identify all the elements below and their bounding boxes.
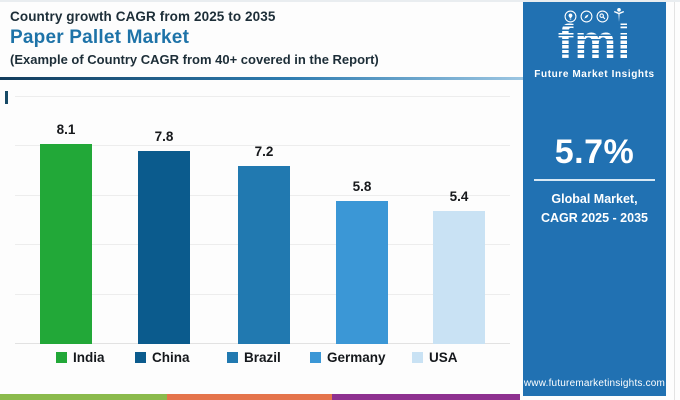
fmi-wordmark: fmi <box>557 17 632 67</box>
legend-swatch <box>412 352 423 363</box>
legend-label: India <box>73 350 105 365</box>
header-divider <box>0 77 523 80</box>
website-url: www.futuremarketinsights.com <box>523 378 666 389</box>
magnifier-icon <box>596 10 609 23</box>
page-title: Paper Pallet Market <box>10 27 190 48</box>
compass-icon <box>580 10 593 23</box>
stat-caption-line1: Global Market, <box>551 192 638 206</box>
stripe-segment-3 <box>332 394 520 400</box>
legend-item-china: China <box>135 350 190 365</box>
bar-germany <box>336 200 388 344</box>
fmi-tagline: Future Market Insights <box>534 69 655 81</box>
fmi-logo-stripes <box>557 17 632 67</box>
global-cagr-stat: 5.7% <box>554 133 635 171</box>
stat-caption: Global Market, CAGR 2025 - 2035 <box>523 190 666 229</box>
legend-label: Brazil <box>244 350 281 365</box>
chart-header: Country growth CAGR from 2025 to 2035 Pa… <box>10 9 515 67</box>
logo-icon-row <box>523 7 666 23</box>
axis-tick-decoration <box>5 91 8 104</box>
legend-item-brazil: Brazil <box>227 350 281 365</box>
legend-label: Germany <box>327 350 386 365</box>
legend-item-germany: Germany <box>310 350 386 365</box>
chart-legend: India China Brazil Germany USA <box>15 350 510 368</box>
legend-swatch <box>56 352 67 363</box>
chart-kicker: Country growth CAGR from 2025 to 2035 <box>10 9 276 24</box>
bar-usa <box>433 210 485 344</box>
bar-plot: 8.1 7.8 7.2 5.8 5.4 <box>15 96 510 344</box>
bar-india <box>40 143 92 344</box>
lightbulb-icon <box>564 10 577 23</box>
legend-swatch <box>135 352 146 363</box>
legend-label: China <box>152 350 190 365</box>
bar-value-germany: 5.8 <box>352 178 372 194</box>
gridline-10 <box>15 96 510 97</box>
page-edge-line <box>674 2 675 400</box>
legend-item-usa: USA <box>412 350 458 365</box>
bar-value-china: 7.8 <box>154 129 174 145</box>
stat-caption-line2: CAGR 2025 - 2035 <box>540 211 648 226</box>
legend-swatch <box>310 352 321 363</box>
stat-divider <box>534 179 655 181</box>
bar-brazil <box>238 166 290 344</box>
stripe-segment-2 <box>167 394 332 400</box>
chart-subtitle: (Example of Country CAGR from 40+ covere… <box>10 52 379 67</box>
brand-sidebar: fmi Future Market Insights 5.7% Global M… <box>523 2 666 396</box>
fmi-logo: fmi Future Market Insights <box>523 7 666 80</box>
legend-swatch <box>227 352 238 363</box>
legend-item-india: India <box>56 350 105 365</box>
bar-value-india: 8.1 <box>56 121 76 137</box>
stripe-segment-1 <box>0 394 167 400</box>
gridline-8 <box>15 145 510 147</box>
person-icon <box>612 7 626 23</box>
bar-value-brazil: 7.2 <box>254 144 274 160</box>
legend-label: USA <box>429 350 458 365</box>
bar-value-usa: 5.4 <box>449 188 469 204</box>
footer-stripe <box>0 394 520 400</box>
bar-china <box>138 151 190 344</box>
